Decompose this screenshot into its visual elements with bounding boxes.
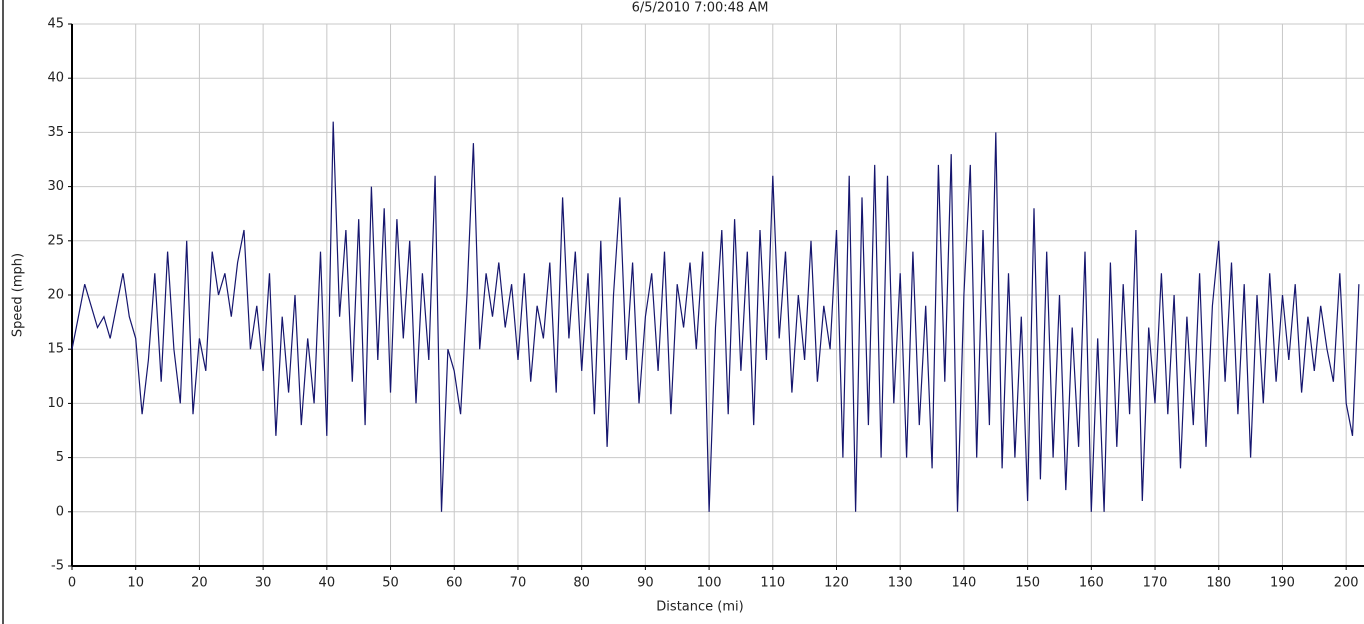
x-tick-label: 60: [446, 576, 463, 591]
y-tick-label: 30: [47, 179, 64, 194]
y-tick-label: 0: [56, 504, 64, 519]
x-tick-label: 20: [191, 576, 208, 591]
x-tick-label: 190: [1270, 576, 1295, 591]
x-tick-label: 120: [824, 576, 849, 591]
y-axis-label: Speed (mph): [11, 253, 26, 337]
x-tick-label: 70: [510, 576, 527, 591]
y-tick-label: -5: [51, 559, 64, 574]
y-tick-label: 25: [47, 233, 64, 248]
x-tick-label: 80: [573, 576, 590, 591]
x-tick-label: 140: [951, 576, 976, 591]
x-tick-label: 200: [1334, 576, 1359, 591]
x-tick-label: 180: [1206, 576, 1231, 591]
y-tick-label: 20: [47, 288, 64, 303]
x-tick-label: 150: [1015, 576, 1040, 591]
x-axis-label: Distance (mi): [656, 600, 743, 615]
y-tick-label: 5: [56, 450, 64, 465]
x-tick-label: 170: [1143, 576, 1168, 591]
chart-title: 6/5/2010 7:00:48 AM: [632, 1, 769, 16]
x-tick-label: 30: [255, 576, 272, 591]
x-tick-label: 50: [382, 576, 399, 591]
y-tick-label: 10: [47, 396, 64, 411]
y-tick-label: 45: [47, 17, 64, 32]
x-tick-label: 100: [697, 576, 722, 591]
speed-line: [71, 121, 1360, 512]
x-tick-label: 130: [888, 576, 913, 591]
x-tick-label: 40: [319, 576, 336, 591]
x-tick-label: 160: [1079, 576, 1104, 591]
y-tick-label: 40: [47, 71, 64, 86]
y-tick-label: 15: [47, 342, 64, 357]
x-tick-label: 90: [637, 576, 654, 591]
x-tick-label: 110: [760, 576, 785, 591]
y-tick-label: 35: [47, 125, 64, 140]
x-tick-label: 0: [68, 576, 76, 591]
x-tick-label: 10: [127, 576, 144, 591]
